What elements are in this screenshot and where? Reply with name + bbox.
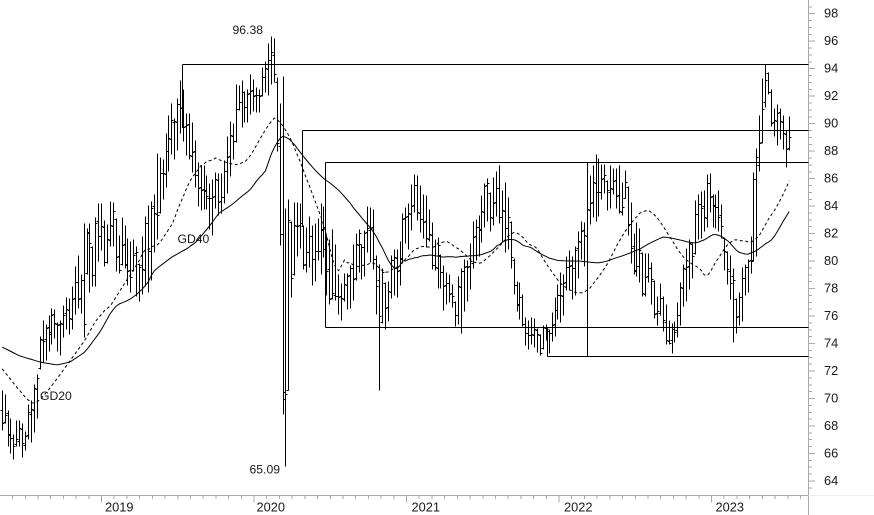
svg-text:2022: 2022 (564, 500, 592, 515)
svg-text:2020: 2020 (257, 500, 285, 515)
svg-text:78: 78 (824, 281, 838, 296)
svg-text:94: 94 (824, 61, 838, 76)
svg-text:76: 76 (824, 308, 838, 323)
svg-text:90: 90 (824, 116, 838, 131)
svg-text:82: 82 (824, 226, 838, 241)
svg-text:88: 88 (824, 143, 838, 158)
svg-text:2019: 2019 (105, 500, 133, 515)
svg-text:86: 86 (824, 171, 838, 186)
svg-text:92: 92 (824, 88, 838, 103)
svg-text:GD20: GD20 (40, 389, 72, 403)
svg-text:65.09: 65.09 (250, 463, 281, 477)
svg-text:96: 96 (824, 33, 838, 48)
svg-text:2023: 2023 (716, 500, 744, 515)
svg-text:2021: 2021 (412, 500, 440, 515)
svg-text:68: 68 (824, 418, 838, 433)
svg-text:80: 80 (824, 253, 838, 268)
svg-text:74: 74 (824, 336, 838, 351)
svg-text:96.38: 96.38 (233, 23, 264, 37)
svg-text:66: 66 (824, 446, 838, 461)
svg-text:84: 84 (824, 198, 838, 213)
svg-text:GD40: GD40 (178, 232, 210, 246)
svg-text:72: 72 (824, 363, 838, 378)
svg-text:98: 98 (824, 6, 838, 21)
svg-text:70: 70 (824, 391, 838, 406)
svg-text:64: 64 (824, 473, 838, 488)
